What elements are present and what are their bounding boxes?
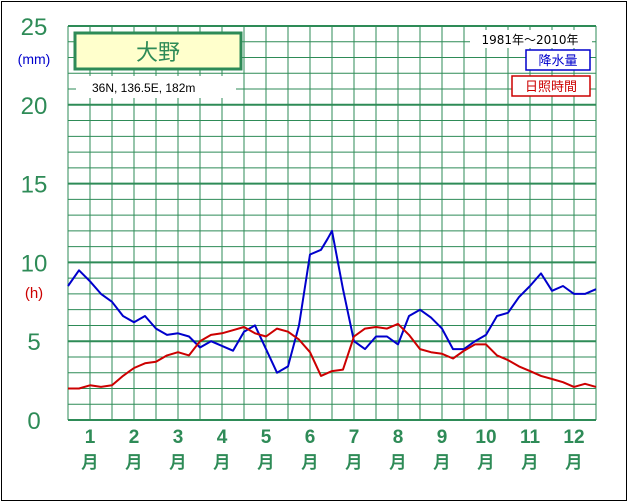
month-suffix: 月 bbox=[169, 453, 187, 473]
month-suffix: 月 bbox=[345, 453, 363, 473]
month-suffix: 月 bbox=[125, 453, 143, 473]
month-number: 9 bbox=[437, 427, 448, 448]
y-unit-label-h: (h) bbox=[25, 285, 43, 302]
sunshine-line bbox=[68, 322, 597, 390]
y-tick-label: 20 bbox=[21, 93, 48, 120]
series-lines bbox=[67, 229, 597, 390]
month-suffix: 月 bbox=[521, 453, 539, 473]
y-tick-label: 5 bbox=[27, 329, 40, 356]
month-suffix: 月 bbox=[301, 453, 319, 473]
month-suffix: 月 bbox=[213, 453, 231, 473]
y-tick-label: 0 bbox=[27, 408, 40, 435]
month-number: 5 bbox=[261, 427, 272, 448]
month-suffix: 月 bbox=[257, 453, 275, 473]
month-number: 1 bbox=[85, 427, 96, 448]
period-label: 1981年〜2010年 bbox=[481, 33, 578, 47]
month-number: 12 bbox=[563, 427, 584, 448]
y-tick-label: 25 bbox=[21, 14, 48, 41]
month-suffix: 月 bbox=[565, 453, 583, 473]
legend-sun-label: 日照時間 bbox=[525, 80, 577, 95]
y-tick-label: 15 bbox=[21, 172, 48, 199]
month-number: 11 bbox=[520, 427, 541, 448]
month-suffix: 月 bbox=[389, 453, 407, 473]
y-tick-label: 10 bbox=[21, 250, 48, 277]
month-number: 3 bbox=[173, 427, 184, 448]
legend-precipitation: 降水量 bbox=[525, 49, 591, 71]
legend-precip-label: 降水量 bbox=[538, 54, 577, 69]
grid bbox=[67, 25, 597, 421]
chart-title: 大野 bbox=[136, 41, 180, 66]
title-box: 大野 bbox=[73, 31, 243, 71]
y-unit-label-mm: (mm) bbox=[18, 51, 51, 67]
precipitation-line bbox=[67, 229, 597, 374]
y-tick-labels: 0 5 10 15 20 25 bbox=[21, 14, 48, 435]
month-suffix: 月 bbox=[81, 453, 99, 473]
month-number: 2 bbox=[129, 427, 140, 448]
month-labels: 1 月 2 月 3 月 4 月 5 月 6 月 7 月 8 月 9 月 10 月 11 月 12 月 bbox=[81, 427, 585, 473]
legend-sunshine: 日照時間 bbox=[511, 75, 591, 97]
month-number: 10 bbox=[475, 427, 496, 448]
month-number: 4 bbox=[217, 427, 228, 448]
month-number: 8 bbox=[393, 427, 404, 448]
month-number: 6 bbox=[305, 427, 316, 448]
location-label: 36N, 136.5E, 182m bbox=[92, 81, 195, 95]
month-suffix: 月 bbox=[433, 453, 451, 473]
month-number: 7 bbox=[349, 427, 360, 448]
month-suffix: 月 bbox=[477, 453, 495, 473]
